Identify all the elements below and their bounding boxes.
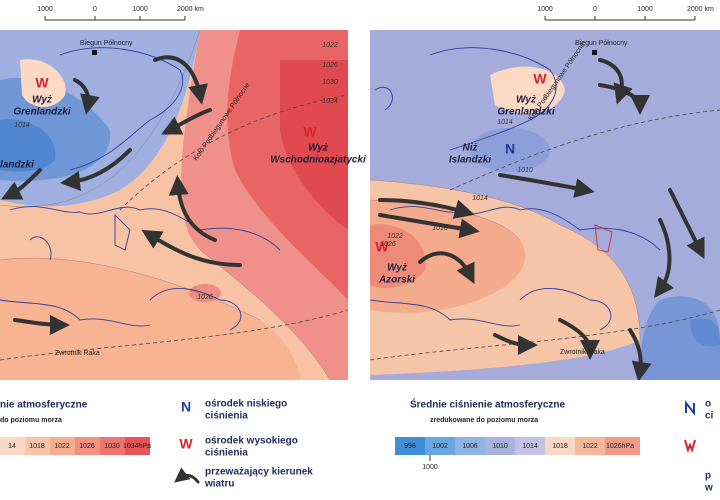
legend-scale-label: 1002 bbox=[432, 443, 448, 450]
center-label: Wschodnioazjatycki bbox=[270, 155, 366, 166]
pressure-symbol: W bbox=[303, 124, 317, 140]
isobar-label: 1014 bbox=[472, 195, 488, 202]
legend-key-label: ci bbox=[705, 411, 714, 422]
legend-scale-label: 1022 bbox=[582, 443, 598, 450]
legend-subtitle: zredukowane do poziomu morza bbox=[430, 417, 538, 424]
legend-subtitle: do poziomu morza bbox=[0, 417, 62, 424]
isobar-label: 1022 bbox=[322, 42, 338, 49]
legend-key-label: ciśnienia bbox=[205, 448, 248, 459]
legend-key-label: ciśnienia bbox=[205, 411, 248, 422]
center-label: Islandzki bbox=[449, 155, 491, 166]
pole-label: Biegun Północny bbox=[575, 40, 628, 47]
scale-label: 2000 km bbox=[687, 6, 714, 13]
legend-scale-label: 14 bbox=[8, 443, 16, 450]
pressure-symbol: W bbox=[179, 436, 193, 452]
pressure-symbol: N bbox=[505, 141, 515, 157]
scale-label: 0 bbox=[593, 6, 597, 13]
center-label: Wyż bbox=[516, 95, 536, 106]
scale-label: 1000 bbox=[132, 6, 148, 13]
right-map bbox=[370, 30, 720, 380]
pressure-symbol: W bbox=[35, 75, 49, 91]
legend-key-label: przeważający kierunek bbox=[205, 467, 313, 478]
isobar-label: 1010 bbox=[517, 167, 533, 174]
scale-label: 1000 bbox=[37, 6, 53, 13]
legend-scale-label: 1026 bbox=[79, 443, 95, 450]
legend-key-label: o bbox=[705, 399, 711, 410]
legend-scale-label: 1006 bbox=[462, 443, 478, 450]
legend-key-label: p bbox=[705, 471, 711, 482]
legend-scale-label: 1018 bbox=[29, 443, 45, 450]
isobar-label: 1026 bbox=[380, 241, 396, 248]
legend-scale-label: 1014 bbox=[522, 443, 538, 450]
pressure-symbol bbox=[685, 400, 695, 416]
legend-scale-label: 1026hPa bbox=[606, 443, 634, 450]
legend-scale-label: 1010 bbox=[492, 443, 508, 450]
pressure-symbol: N bbox=[181, 399, 191, 415]
pressure-symbol bbox=[684, 439, 696, 454]
isobar-label: 1014 bbox=[14, 122, 30, 129]
legend-key-label: w bbox=[704, 483, 713, 494]
center-label: Wyż bbox=[32, 95, 52, 106]
isobar-label: 1018 bbox=[432, 225, 448, 232]
legend-key-label: ośrodek niskiego bbox=[205, 399, 287, 410]
isobar-label: 1026 bbox=[322, 62, 338, 69]
legend-scale-label: 1022 bbox=[54, 443, 70, 450]
center-label: landzki bbox=[0, 160, 34, 171]
center-label: Wyż bbox=[308, 143, 328, 154]
legend-scale-label: 1000 bbox=[422, 464, 438, 471]
center-label: Grenlandzki bbox=[13, 107, 70, 118]
legend-title: Średnie ciśnienie atmosferyczne bbox=[410, 398, 566, 411]
scale-label: 1000 bbox=[537, 6, 553, 13]
scale-bars bbox=[44, 16, 696, 21]
legend-scale-label: 1018 bbox=[552, 443, 568, 450]
legend-title: nie atmosferyczne bbox=[0, 400, 88, 411]
center-label: Niż bbox=[463, 143, 478, 154]
center-label: Wyż bbox=[387, 263, 407, 274]
isobar-label: 1022 bbox=[387, 233, 403, 240]
tropic-label: Zwrotnik Raka bbox=[560, 349, 605, 356]
scale-label: 1000 bbox=[637, 6, 653, 13]
scale-label: 0 bbox=[93, 6, 97, 13]
legend-key-label: wiatru bbox=[204, 479, 234, 490]
pressure-symbol: W bbox=[375, 239, 389, 255]
legend-scale-label: 1030 bbox=[104, 443, 120, 450]
pole-label: Biegun Północny bbox=[80, 40, 133, 47]
legend-swatches bbox=[0, 437, 640, 484]
left-map bbox=[0, 30, 348, 380]
legend-scale-label: 998 bbox=[404, 443, 416, 450]
legend-key-label: ośrodek wysokiego bbox=[205, 436, 298, 447]
legend-scale-label: 1034hPa bbox=[123, 443, 151, 450]
isobar-label: 1030 bbox=[322, 79, 338, 86]
tropic-label: Zwrotnik Raka bbox=[55, 350, 100, 357]
pressure-symbol: W bbox=[533, 71, 547, 87]
isobar-label: 1014 bbox=[497, 119, 513, 126]
isobar-label: 1034 bbox=[322, 98, 338, 105]
center-label: Azorski bbox=[378, 275, 415, 286]
isobar-label: 1026 bbox=[197, 294, 213, 301]
scale-label: 2000 km bbox=[177, 6, 204, 13]
center-label: Grenlandzki bbox=[497, 107, 554, 118]
